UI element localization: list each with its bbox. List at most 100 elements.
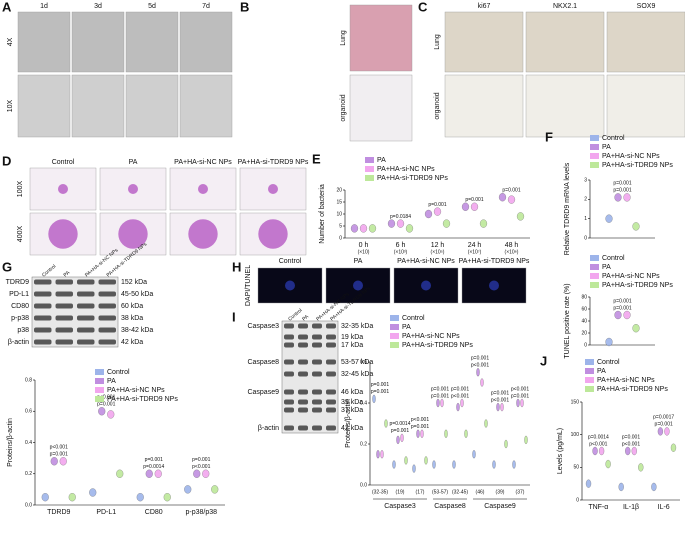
- violin: [193, 469, 201, 478]
- kda-label: 32-35 kDa: [341, 323, 373, 330]
- band: [312, 399, 322, 405]
- y-axis-label: Proteins/β-actin: [345, 399, 352, 448]
- blot-label: Caspase3: [247, 323, 279, 330]
- group-label: Caspase9: [484, 503, 516, 510]
- violin: [498, 193, 507, 202]
- legend-label: Control: [602, 135, 625, 142]
- legend-label: PA: [597, 368, 606, 375]
- tissue: [128, 184, 138, 194]
- p-value: p<0.001: [451, 393, 469, 399]
- y-tick-label: 0: [584, 235, 587, 241]
- p-value: p<0.001: [97, 395, 115, 401]
- row-label: DAPI/TUNEL: [245, 265, 252, 306]
- y-tick-label: 0.2: [25, 471, 32, 477]
- y-tick-label: 0.2: [360, 441, 367, 447]
- blot-label: p38: [17, 327, 29, 334]
- x-tick-label: TNF-α: [588, 504, 608, 511]
- legend-swatch: [390, 333, 399, 339]
- legend-swatch: [390, 315, 399, 321]
- micrograph: [179, 11, 233, 73]
- tissue: [268, 184, 278, 194]
- column-header: 3d: [94, 3, 102, 10]
- lane-label: PA: [63, 269, 72, 278]
- band: [298, 342, 308, 348]
- violin: [145, 469, 153, 478]
- legend-swatch: [590, 273, 599, 279]
- x-tick-label: PD-L1: [96, 509, 116, 516]
- panel-letter: A: [2, 0, 12, 14]
- blot-label: Caspase9: [247, 389, 279, 396]
- violin: [396, 219, 405, 228]
- x-tick-note: (×10⁷): [468, 249, 482, 255]
- violin: [460, 398, 464, 408]
- band: [312, 389, 322, 395]
- band: [77, 315, 95, 321]
- p-value: p=0.001: [491, 390, 509, 396]
- violin: [605, 214, 613, 223]
- kda-label: 42 kDa: [341, 425, 363, 432]
- p-value: p<0.001: [471, 363, 489, 369]
- violin: [412, 464, 416, 473]
- violin: [98, 407, 106, 416]
- legend-swatch: [585, 359, 594, 365]
- x-tick-label: p-p38/p38: [185, 509, 217, 516]
- kda-label: 38 kDa: [121, 315, 143, 322]
- band: [298, 323, 308, 329]
- violin: [400, 433, 404, 443]
- violin: [372, 394, 376, 404]
- violin: [107, 410, 115, 419]
- violin: [625, 446, 631, 456]
- kda-label: 39 kDa: [341, 399, 363, 406]
- legend-label: PA: [377, 157, 386, 164]
- violin: [136, 493, 144, 502]
- p-value: p<0.001: [192, 464, 210, 470]
- column-header: PA+HA-si-TDRD9 NPs: [238, 159, 309, 166]
- p-value: p=0.001: [145, 457, 163, 463]
- panel-letter: B: [240, 0, 249, 14]
- violin: [68, 493, 76, 502]
- band: [326, 389, 336, 395]
- micrograph: [444, 74, 524, 138]
- y-tick-label: 0.4: [25, 440, 32, 446]
- lane-label: Control: [287, 308, 303, 323]
- p-value: p=0.001: [465, 197, 483, 203]
- violin: [507, 195, 516, 204]
- violin: [605, 459, 611, 469]
- band: [284, 371, 294, 377]
- panel-letter: H: [232, 259, 241, 274]
- x-tick-label: (53-57): [432, 489, 448, 495]
- violin: [484, 419, 488, 428]
- row-label: organoid: [340, 94, 347, 121]
- p-value: p=0.001: [97, 402, 115, 408]
- x-tick-label: 6 h: [396, 242, 406, 249]
- violin: [605, 337, 613, 347]
- violin: [664, 427, 670, 436]
- y-tick-label: 0: [584, 342, 587, 348]
- p-value: p=0.0014: [588, 434, 609, 440]
- violin: [651, 482, 657, 492]
- legend-swatch: [590, 255, 599, 261]
- y-tick-label: 1: [584, 216, 587, 222]
- band: [77, 303, 95, 309]
- x-tick-label: 0 h: [359, 242, 369, 249]
- band: [55, 315, 73, 321]
- blot-label: PD-L1: [9, 291, 29, 298]
- violin: [432, 460, 436, 469]
- band: [34, 315, 52, 321]
- band: [326, 371, 336, 377]
- band: [34, 303, 52, 309]
- column-header: 1d: [40, 3, 48, 10]
- panel-letter: C: [418, 0, 428, 14]
- blot-label: β-actin: [8, 339, 29, 346]
- x-tick-label: (46): [476, 489, 485, 495]
- band: [98, 315, 116, 321]
- micrograph: [125, 74, 179, 138]
- group-label: Caspase8: [434, 503, 466, 510]
- band: [298, 425, 308, 431]
- x-tick-label: (32-35): [372, 489, 388, 495]
- band: [312, 425, 322, 431]
- band: [34, 291, 52, 297]
- p-value: p=0.001: [451, 386, 469, 392]
- violin: [59, 457, 67, 466]
- blot-label: p-p38: [11, 315, 29, 322]
